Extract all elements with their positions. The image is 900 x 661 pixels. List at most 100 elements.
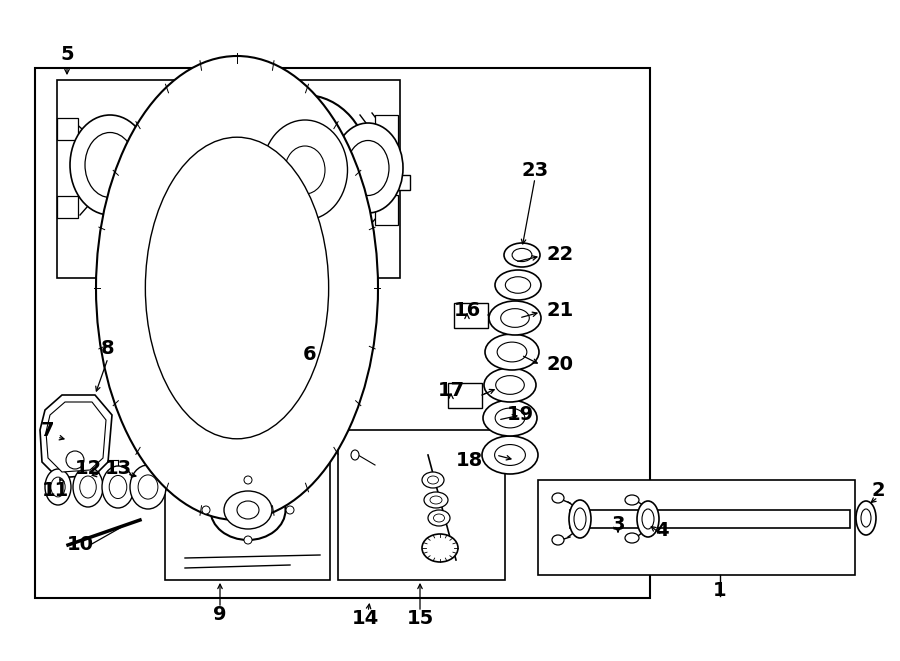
Bar bbox=[368, 175, 410, 190]
Ellipse shape bbox=[625, 495, 639, 505]
Bar bbox=[57, 196, 78, 218]
Ellipse shape bbox=[202, 506, 210, 514]
Ellipse shape bbox=[495, 445, 526, 465]
Ellipse shape bbox=[434, 514, 445, 522]
Ellipse shape bbox=[235, 352, 246, 364]
Text: 21: 21 bbox=[546, 301, 573, 319]
Ellipse shape bbox=[861, 509, 871, 527]
Ellipse shape bbox=[424, 492, 448, 508]
Ellipse shape bbox=[500, 309, 529, 327]
Bar bbox=[57, 118, 78, 140]
Ellipse shape bbox=[102, 466, 134, 508]
Text: 6: 6 bbox=[303, 346, 317, 364]
Ellipse shape bbox=[224, 491, 272, 529]
Text: 14: 14 bbox=[351, 609, 379, 627]
Bar bbox=[165, 335, 330, 580]
Ellipse shape bbox=[295, 357, 313, 375]
Ellipse shape bbox=[315, 446, 325, 454]
Ellipse shape bbox=[495, 408, 525, 428]
Bar bbox=[338, 430, 505, 580]
Text: 4: 4 bbox=[655, 520, 669, 539]
Ellipse shape bbox=[351, 450, 359, 460]
Text: 13: 13 bbox=[104, 459, 131, 477]
Ellipse shape bbox=[482, 436, 538, 474]
Text: 3: 3 bbox=[611, 514, 625, 533]
Ellipse shape bbox=[138, 475, 157, 499]
Ellipse shape bbox=[489, 301, 541, 335]
Text: 7: 7 bbox=[41, 420, 55, 440]
Ellipse shape bbox=[190, 410, 201, 426]
Polygon shape bbox=[40, 395, 112, 478]
Text: 22: 22 bbox=[546, 245, 573, 264]
Ellipse shape bbox=[244, 476, 252, 484]
Bar bbox=[35, 68, 650, 598]
Ellipse shape bbox=[146, 137, 328, 439]
Ellipse shape bbox=[211, 480, 285, 540]
Text: 19: 19 bbox=[507, 405, 534, 424]
Ellipse shape bbox=[333, 123, 403, 213]
Ellipse shape bbox=[552, 493, 564, 503]
Ellipse shape bbox=[422, 472, 444, 488]
Bar bbox=[448, 383, 482, 408]
Ellipse shape bbox=[80, 476, 96, 498]
Ellipse shape bbox=[484, 368, 536, 402]
Ellipse shape bbox=[263, 120, 347, 220]
Ellipse shape bbox=[96, 56, 378, 520]
Ellipse shape bbox=[506, 277, 531, 293]
Bar bbox=[538, 480, 855, 575]
Ellipse shape bbox=[495, 270, 541, 300]
Ellipse shape bbox=[300, 362, 309, 371]
Bar bbox=[142, 172, 295, 192]
Text: 12: 12 bbox=[75, 459, 102, 477]
Ellipse shape bbox=[50, 477, 65, 497]
Text: 1: 1 bbox=[713, 580, 727, 600]
Bar bbox=[375, 195, 398, 225]
Text: 15: 15 bbox=[407, 609, 434, 627]
Ellipse shape bbox=[286, 506, 294, 514]
Ellipse shape bbox=[285, 146, 325, 194]
Ellipse shape bbox=[229, 347, 251, 369]
Text: 8: 8 bbox=[101, 338, 115, 358]
Text: 17: 17 bbox=[437, 381, 464, 399]
Polygon shape bbox=[46, 402, 106, 472]
Ellipse shape bbox=[197, 359, 219, 381]
Ellipse shape bbox=[430, 496, 442, 504]
Bar bbox=[454, 303, 488, 328]
Ellipse shape bbox=[237, 501, 259, 519]
Text: 20: 20 bbox=[546, 356, 573, 375]
Ellipse shape bbox=[130, 465, 166, 509]
Ellipse shape bbox=[574, 508, 586, 530]
Text: 5: 5 bbox=[60, 46, 74, 65]
Ellipse shape bbox=[552, 535, 564, 545]
Ellipse shape bbox=[254, 395, 263, 405]
Ellipse shape bbox=[240, 95, 370, 245]
Ellipse shape bbox=[283, 385, 301, 403]
Bar bbox=[570, 510, 850, 528]
Ellipse shape bbox=[569, 500, 591, 538]
Bar bbox=[57, 80, 400, 278]
Ellipse shape bbox=[73, 467, 103, 507]
Text: 23: 23 bbox=[521, 161, 549, 180]
Text: 10: 10 bbox=[67, 535, 94, 555]
Ellipse shape bbox=[428, 510, 450, 526]
Ellipse shape bbox=[483, 400, 537, 436]
Text: 2: 2 bbox=[871, 481, 885, 500]
Ellipse shape bbox=[625, 533, 639, 543]
Ellipse shape bbox=[485, 334, 539, 370]
Ellipse shape bbox=[202, 364, 213, 375]
Ellipse shape bbox=[85, 132, 135, 198]
Ellipse shape bbox=[642, 509, 654, 529]
Ellipse shape bbox=[266, 360, 277, 371]
Text: 18: 18 bbox=[455, 451, 482, 469]
Ellipse shape bbox=[45, 469, 71, 505]
Ellipse shape bbox=[422, 534, 458, 562]
Text: 16: 16 bbox=[454, 301, 481, 319]
Ellipse shape bbox=[249, 391, 267, 409]
Ellipse shape bbox=[637, 501, 659, 537]
Text: 9: 9 bbox=[213, 605, 227, 625]
Text: 11: 11 bbox=[41, 481, 68, 500]
Ellipse shape bbox=[428, 476, 438, 484]
Ellipse shape bbox=[496, 375, 525, 395]
Ellipse shape bbox=[261, 355, 283, 377]
Ellipse shape bbox=[244, 536, 252, 544]
